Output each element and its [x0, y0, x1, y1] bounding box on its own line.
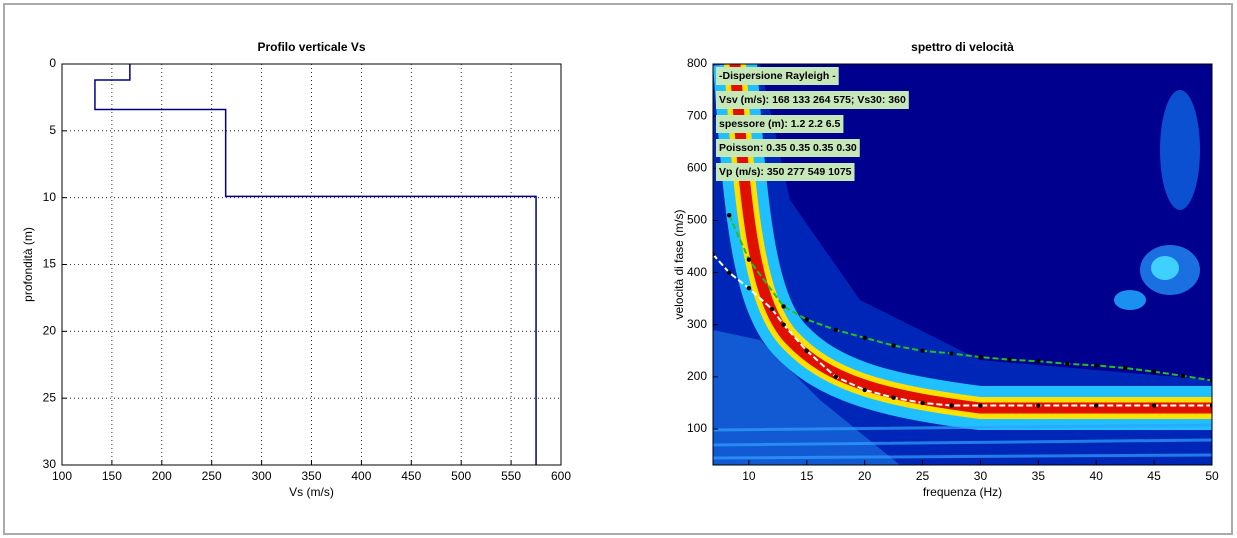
data-point — [1180, 373, 1186, 379]
data-point — [920, 348, 925, 354]
data-point — [978, 354, 983, 360]
y-tick-label: 700 — [687, 108, 707, 122]
data-point — [833, 327, 838, 333]
y-tick-label: 300 — [687, 317, 707, 331]
x-tick-label: 300 — [252, 469, 272, 483]
data-point — [1065, 361, 1070, 367]
x-tick-label: 450 — [401, 469, 421, 483]
data-point — [1151, 403, 1157, 408]
x-tick-label: 15 — [800, 469, 814, 483]
data-point — [862, 387, 867, 393]
series-line — [713, 253, 1212, 407]
annotation: Vsv (m/s): 168 133 264 575; Vs30: 360 — [719, 94, 906, 106]
x-tick-label: 35 — [1032, 469, 1046, 483]
data-point — [949, 351, 954, 356]
y-axis-label: profondità (m) — [21, 227, 35, 302]
chart-title: Profilo verticale Vs — [257, 40, 365, 54]
x-tick-label: 200 — [152, 469, 172, 483]
data-point — [769, 306, 775, 312]
annotation-box — [716, 67, 839, 85]
y-tick-label: 15 — [43, 257, 57, 271]
x-tick-label: 150 — [102, 469, 122, 483]
data-point — [1094, 403, 1099, 408]
data-point — [804, 317, 809, 322]
y-tick-label: 10 — [43, 190, 57, 204]
x-axis-label: frequenza (Hz) — [923, 485, 1002, 499]
axes-box — [61, 63, 562, 466]
data-point — [781, 304, 786, 309]
data-point — [1036, 403, 1041, 408]
x-tick-label: 100 — [52, 469, 72, 483]
x-tick-label: 500 — [451, 469, 471, 483]
x-tick-label: 45 — [1147, 469, 1161, 483]
axes-box — [712, 63, 1213, 466]
x-tick-label: 250 — [202, 469, 222, 483]
data-point — [1122, 365, 1128, 371]
x-tick-label: 40 — [1090, 469, 1104, 483]
y-tick-label: 100 — [687, 421, 707, 435]
data-point — [746, 286, 752, 291]
data-point — [891, 395, 896, 400]
x-tick-label: 10 — [742, 469, 756, 483]
annotation-box — [716, 91, 909, 109]
annotation-box — [716, 139, 860, 157]
data-point — [949, 403, 954, 408]
data-point — [1094, 363, 1099, 368]
y-tick-label: 200 — [687, 369, 707, 383]
data-point — [862, 335, 867, 340]
data-point — [891, 343, 896, 348]
x-tick-label: 30 — [974, 469, 988, 483]
data-point — [781, 322, 786, 327]
annotation: Poisson: 0.35 0.35 0.35 0.30 — [719, 142, 857, 154]
data-point — [727, 270, 732, 275]
annotation-box — [716, 163, 855, 181]
y-tick-label: 25 — [43, 390, 57, 404]
data-point — [978, 403, 983, 408]
x-tick-label: 20 — [858, 469, 872, 483]
data-point — [1036, 359, 1041, 364]
y-tick-label: 30 — [43, 457, 57, 471]
data-point — [727, 213, 732, 218]
plot-content — [713, 213, 1212, 408]
data-point — [920, 400, 925, 406]
x-tick-label: 350 — [301, 469, 321, 483]
x-tick-label: 25 — [916, 469, 930, 483]
x-tick-label: 550 — [501, 469, 521, 483]
series-line — [728, 214, 1212, 382]
data-point — [1007, 357, 1012, 362]
data-point — [833, 374, 838, 380]
data-point — [713, 252, 716, 257]
plot-content — [94, 64, 537, 465]
y-axis-label: velocità di fase (m/s) — [672, 209, 686, 319]
data-point — [1151, 369, 1157, 374]
y-tick-label: 0 — [49, 56, 56, 70]
annotation: -Dispersione Rayleigh - — [719, 70, 836, 82]
y-tick-label: 600 — [687, 160, 707, 174]
y-tick-label: 800 — [687, 56, 707, 70]
x-tick-label: 600 — [551, 469, 571, 483]
data-point — [1209, 378, 1212, 383]
annotation: Vp (m/s): 350 277 549 1075 — [719, 166, 852, 178]
y-tick-label: 20 — [43, 324, 57, 338]
x-tick-label: 400 — [351, 469, 371, 483]
data-point — [1209, 403, 1212, 408]
chart-title: spettro di velocità — [911, 40, 1014, 54]
annotation: spessore (m): 1.2 2.2 6.5 — [719, 118, 841, 130]
y-tick-label: 5 — [49, 123, 56, 137]
series-line — [94, 64, 537, 465]
data-point — [746, 257, 752, 262]
x-tick-label: 50 — [1205, 469, 1219, 483]
x-axis-label: Vs (m/s) — [289, 485, 334, 499]
y-tick-label: 500 — [687, 213, 707, 227]
data-point — [804, 348, 809, 354]
y-tick-label: 400 — [687, 265, 707, 279]
annotation-box — [716, 115, 844, 133]
